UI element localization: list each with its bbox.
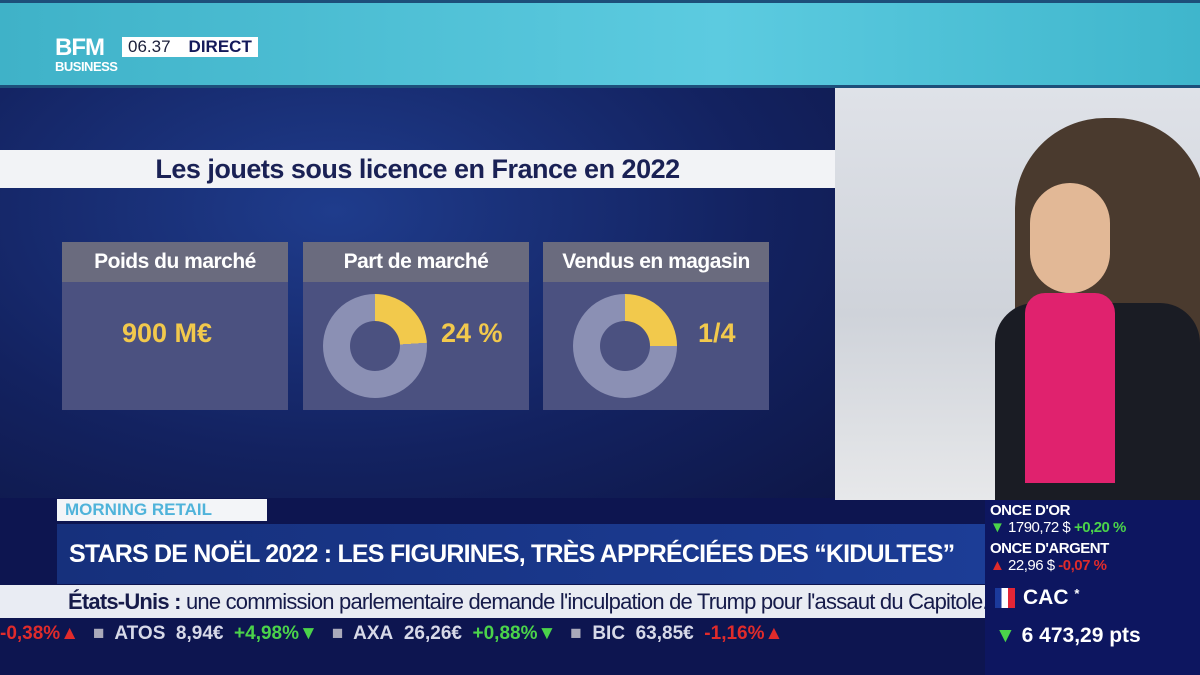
market-silver: ONCE D'ARGENT ▲ 22,96 $ -0,07 % (990, 540, 1109, 574)
ticker-item: ■ AXA 26,26€ +0,88%▼ (331, 623, 557, 644)
card-value: 900 M€ (122, 318, 213, 348)
market-panel: ONCE D'OR ▼ 1790,72 $ +0,20 % ONCE D'ARG… (985, 500, 1200, 675)
live-label: DIRECT (188, 37, 252, 56)
ticker-item: ■ BIC 63,85€ -1,16%▲ (570, 623, 784, 644)
card-value: 24 % (441, 318, 503, 348)
arrow-icon: ▼ (990, 519, 1005, 536)
show-label: MORNING RETAIL (57, 499, 267, 521)
ticker-item: ■ ATOS 8,94€ +4,98%▼ (93, 623, 318, 644)
card-market-weight: Poids du marché 900 M€ (62, 242, 288, 410)
index-name: CAC * (985, 586, 1079, 610)
donut-chart (323, 294, 427, 398)
france-flag-icon (995, 588, 1015, 609)
headline: STARS DE NOËL 2022 : LES FIGURINES, TRÈS… (57, 524, 987, 584)
crawl-topic: États-Unis : (68, 589, 181, 614)
time: 06.37 (128, 37, 171, 56)
card-market-share: Part de marché 24 % (303, 242, 529, 410)
live-clock: 06.37 DIRECT (122, 37, 258, 57)
card-sold-in-store: Vendus en magasin 1/4 (543, 242, 769, 410)
card-value: 1/4 (698, 318, 736, 348)
top-banner: BFM BUSINESS 06.37 DIRECT (0, 0, 1200, 88)
news-crawl: États-Unis : une commission parlementair… (0, 585, 985, 618)
presenter-video (835, 88, 1200, 503)
card-label: Vendus en magasin (543, 242, 769, 282)
arrow-icon: ▼ (995, 624, 1016, 647)
infographic: Les jouets sous licence en France en 202… (0, 88, 835, 498)
arrow-icon: ▲ (990, 557, 1005, 574)
donut-chart (573, 294, 677, 398)
crawl-text: une commission parlementaire demande l'i… (180, 589, 985, 614)
ticker-item: -0,38%▲ (0, 623, 80, 644)
stock-ticker: -0,38%▲ ■ ATOS 8,94€ +4,98%▼ ■ AXA 26,26€ … (0, 620, 985, 648)
channel-logo: BFM BUSINESS (55, 34, 118, 74)
card-label: Poids du marché (62, 242, 288, 282)
infographic-title: Les jouets sous licence en France en 202… (0, 150, 835, 188)
index-value: ▼ 6 473,29 pts (995, 624, 1141, 647)
market-gold: ONCE D'OR ▼ 1790,72 $ +0,20 % (990, 502, 1126, 536)
card-label: Part de marché (303, 242, 529, 282)
